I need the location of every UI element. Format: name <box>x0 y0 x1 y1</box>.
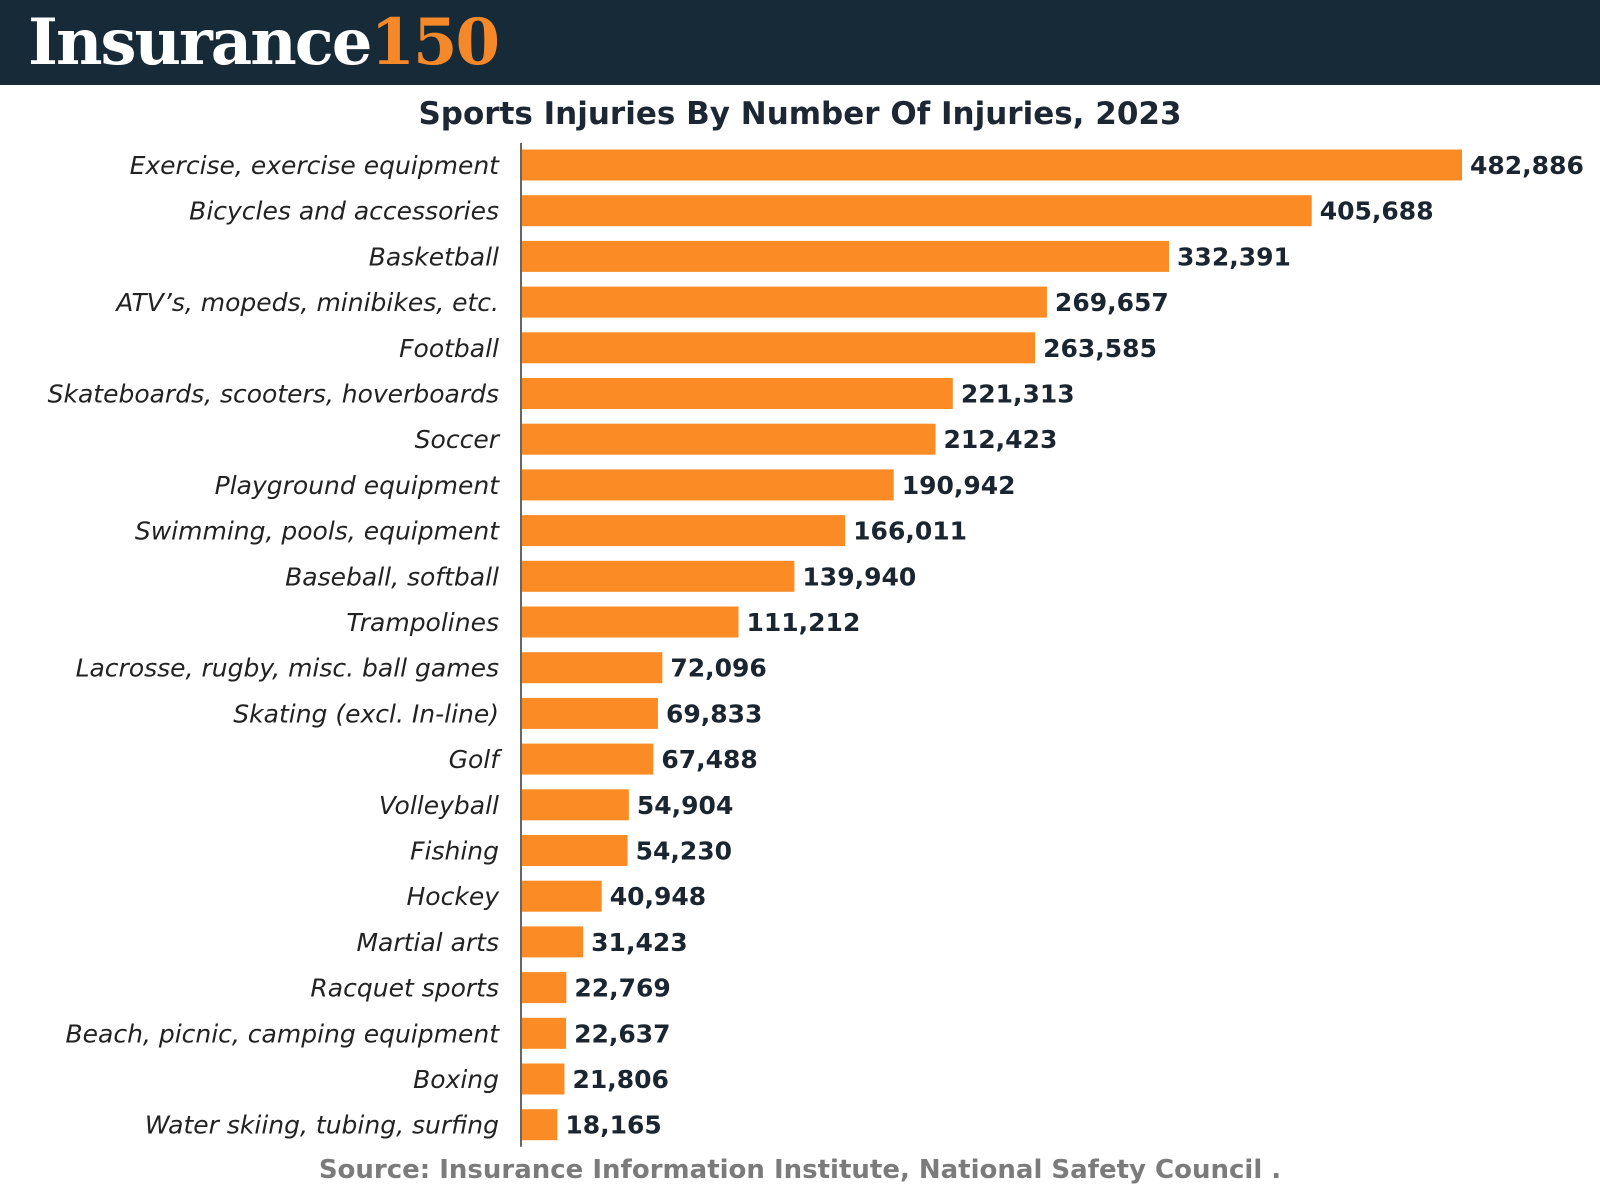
category-label: Baseball, softball <box>285 562 499 591</box>
value-label: 40,948 <box>610 882 706 911</box>
category-label: Volleyball <box>379 791 499 820</box>
value-label: 69,833 <box>666 699 762 728</box>
bar <box>522 835 628 866</box>
category-label: Boxing <box>413 1065 499 1094</box>
category-label: Beach, picnic, camping equipment <box>65 1019 500 1048</box>
category-label: Soccer <box>415 425 501 454</box>
header-bar: Insurance150 <box>0 0 1600 85</box>
value-label: 166,011 <box>853 517 967 546</box>
category-label: Hockey <box>407 882 501 911</box>
logo-number: 150 <box>370 5 500 80</box>
category-label: Basketball <box>369 242 499 271</box>
value-label: 22,769 <box>574 974 670 1003</box>
value-label: 405,688 <box>1320 197 1434 226</box>
bar <box>522 606 739 638</box>
category-label: Martial arts <box>356 928 499 957</box>
category-label: Racquet sports <box>310 974 499 1003</box>
category-label: Golf <box>449 745 503 774</box>
category-label: Skating (excl. In-line) <box>233 699 499 728</box>
bar <box>522 515 846 547</box>
value-label: 31,423 <box>591 928 687 957</box>
value-label: 221,313 <box>961 380 1075 409</box>
bar <box>522 149 1462 181</box>
bar <box>522 378 953 409</box>
value-label: 190,942 <box>902 471 1016 500</box>
bar <box>522 1063 565 1095</box>
bar <box>522 469 894 501</box>
bar <box>522 286 1047 318</box>
bar <box>522 560 795 592</box>
bar <box>522 652 663 684</box>
value-label: 139,940 <box>802 562 916 591</box>
value-label: 332,391 <box>1177 242 1291 271</box>
bar <box>522 1109 558 1141</box>
value-label: 54,904 <box>637 791 733 820</box>
bar <box>522 789 629 821</box>
bar <box>522 926 584 958</box>
category-label: ATV’s, mopeds, minibikes, etc. <box>114 288 499 317</box>
value-label: 72,096 <box>670 654 766 683</box>
value-label: 482,886 <box>1470 151 1584 180</box>
category-label: Bicycles and accessories <box>189 197 499 226</box>
value-label: 269,657 <box>1055 288 1169 317</box>
chart-title: Sports Injuries By Number Of Injuries, 2… <box>418 96 1182 132</box>
category-label: Swimming, pools, equipment <box>135 517 500 546</box>
value-label: 54,230 <box>636 837 732 866</box>
insurance150-logo: Insurance150 <box>28 4 500 82</box>
bar <box>522 332 1036 364</box>
value-label: 212,423 <box>944 425 1058 454</box>
category-label: Skateboards, scooters, hoverboards <box>48 380 499 409</box>
category-label: Trampolines <box>346 608 499 637</box>
bar <box>522 1017 567 1049</box>
bar <box>522 240 1170 272</box>
bar <box>522 195 1312 227</box>
bar <box>522 880 602 912</box>
value-label: 111,212 <box>746 608 860 637</box>
value-label: 22,637 <box>574 1019 670 1048</box>
source-note: Source: Insurance Information Institute,… <box>318 1155 1282 1185</box>
category-label: Lacrosse, rugby, misc. ball games <box>76 654 499 683</box>
value-label: 67,488 <box>661 745 757 774</box>
bar <box>522 423 936 455</box>
category-label: Fishing <box>410 837 499 866</box>
value-label: 21,806 <box>572 1065 668 1094</box>
category-label: Football <box>399 334 499 363</box>
category-label: Exercise, exercise equipment <box>130 151 501 180</box>
category-label: Water skiing, tubing, surfing <box>145 1111 499 1140</box>
bar <box>522 972 567 1004</box>
value-label: 18,165 <box>565 1111 661 1140</box>
bar <box>522 697 658 729</box>
category-label: Playground equipment <box>215 471 501 500</box>
logo-word: Insurance <box>28 5 372 80</box>
value-label: 263,585 <box>1043 334 1157 363</box>
bar <box>522 743 654 775</box>
